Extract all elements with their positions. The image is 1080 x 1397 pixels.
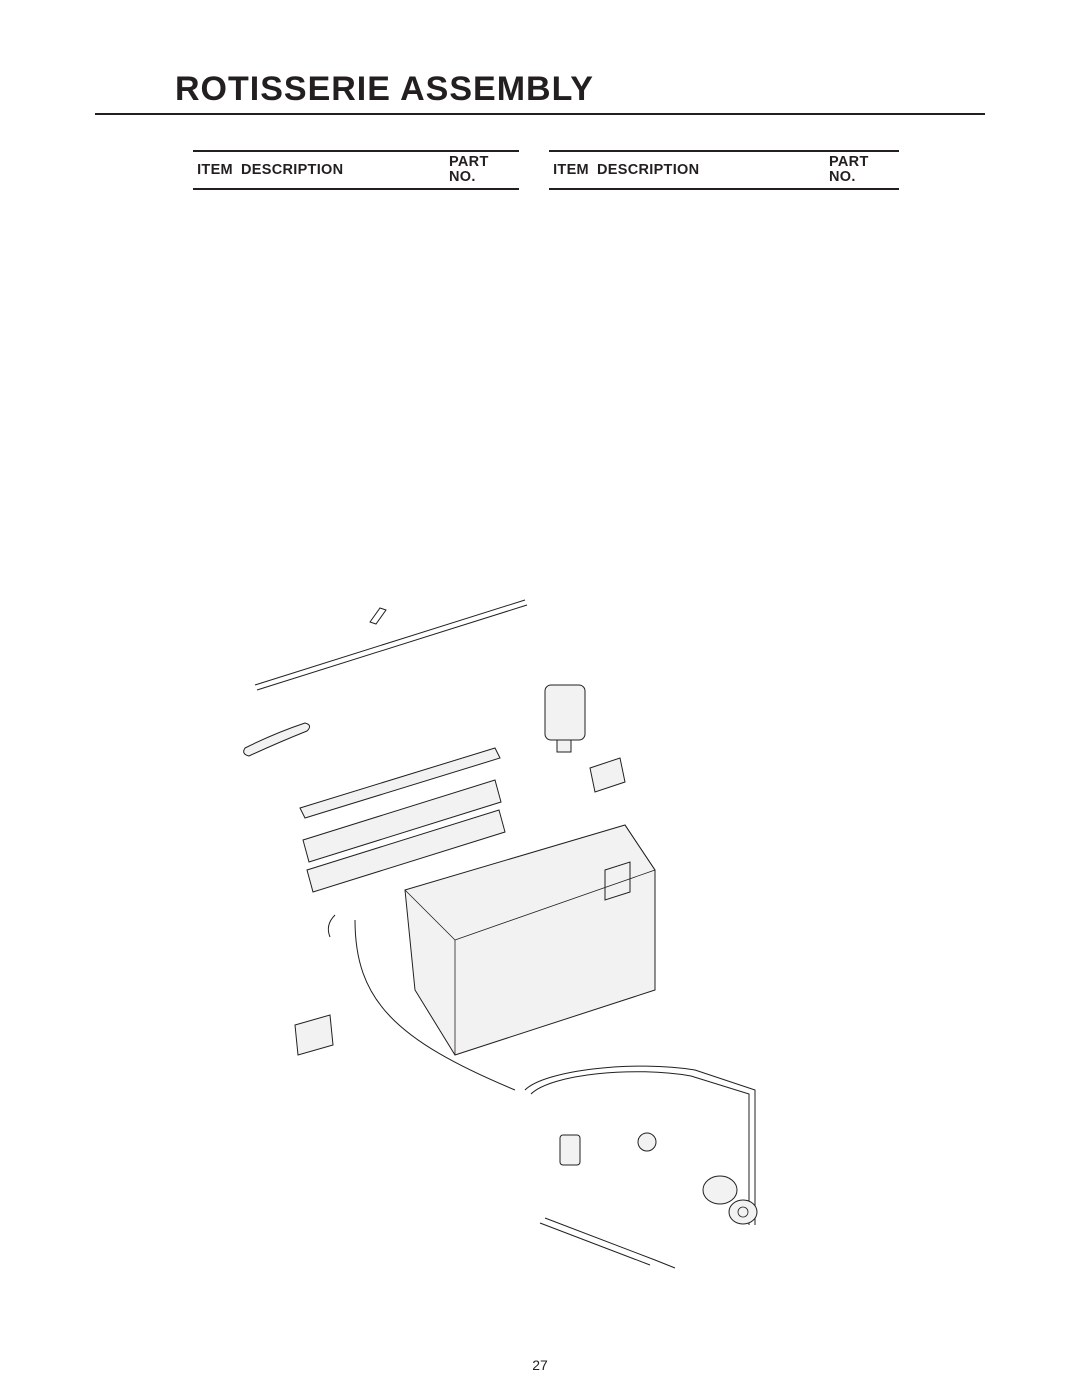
col-part-header: PART NO. bbox=[825, 151, 899, 189]
col-desc-header: DESCRIPTION bbox=[593, 151, 825, 189]
col-item-header: ITEM bbox=[549, 151, 593, 189]
parts-table-right: ITEM DESCRIPTION PART NO. bbox=[549, 150, 899, 190]
page-number: 27 bbox=[0, 1357, 1080, 1373]
parts-table-left: ITEM DESCRIPTION PART NO. bbox=[193, 150, 519, 190]
col-item-header: ITEM bbox=[193, 151, 237, 189]
title-rule: ROTISSERIE ASSEMBLY bbox=[95, 70, 985, 115]
col-part-header: PART NO. bbox=[445, 151, 519, 189]
col-desc-header: DESCRIPTION bbox=[237, 151, 445, 189]
page-title: ROTISSERIE ASSEMBLY bbox=[175, 70, 985, 113]
parts-tables: ITEM DESCRIPTION PART NO. ITEM DESCRIPTI… bbox=[95, 150, 985, 190]
exploded-diagram bbox=[95, 570, 875, 1350]
